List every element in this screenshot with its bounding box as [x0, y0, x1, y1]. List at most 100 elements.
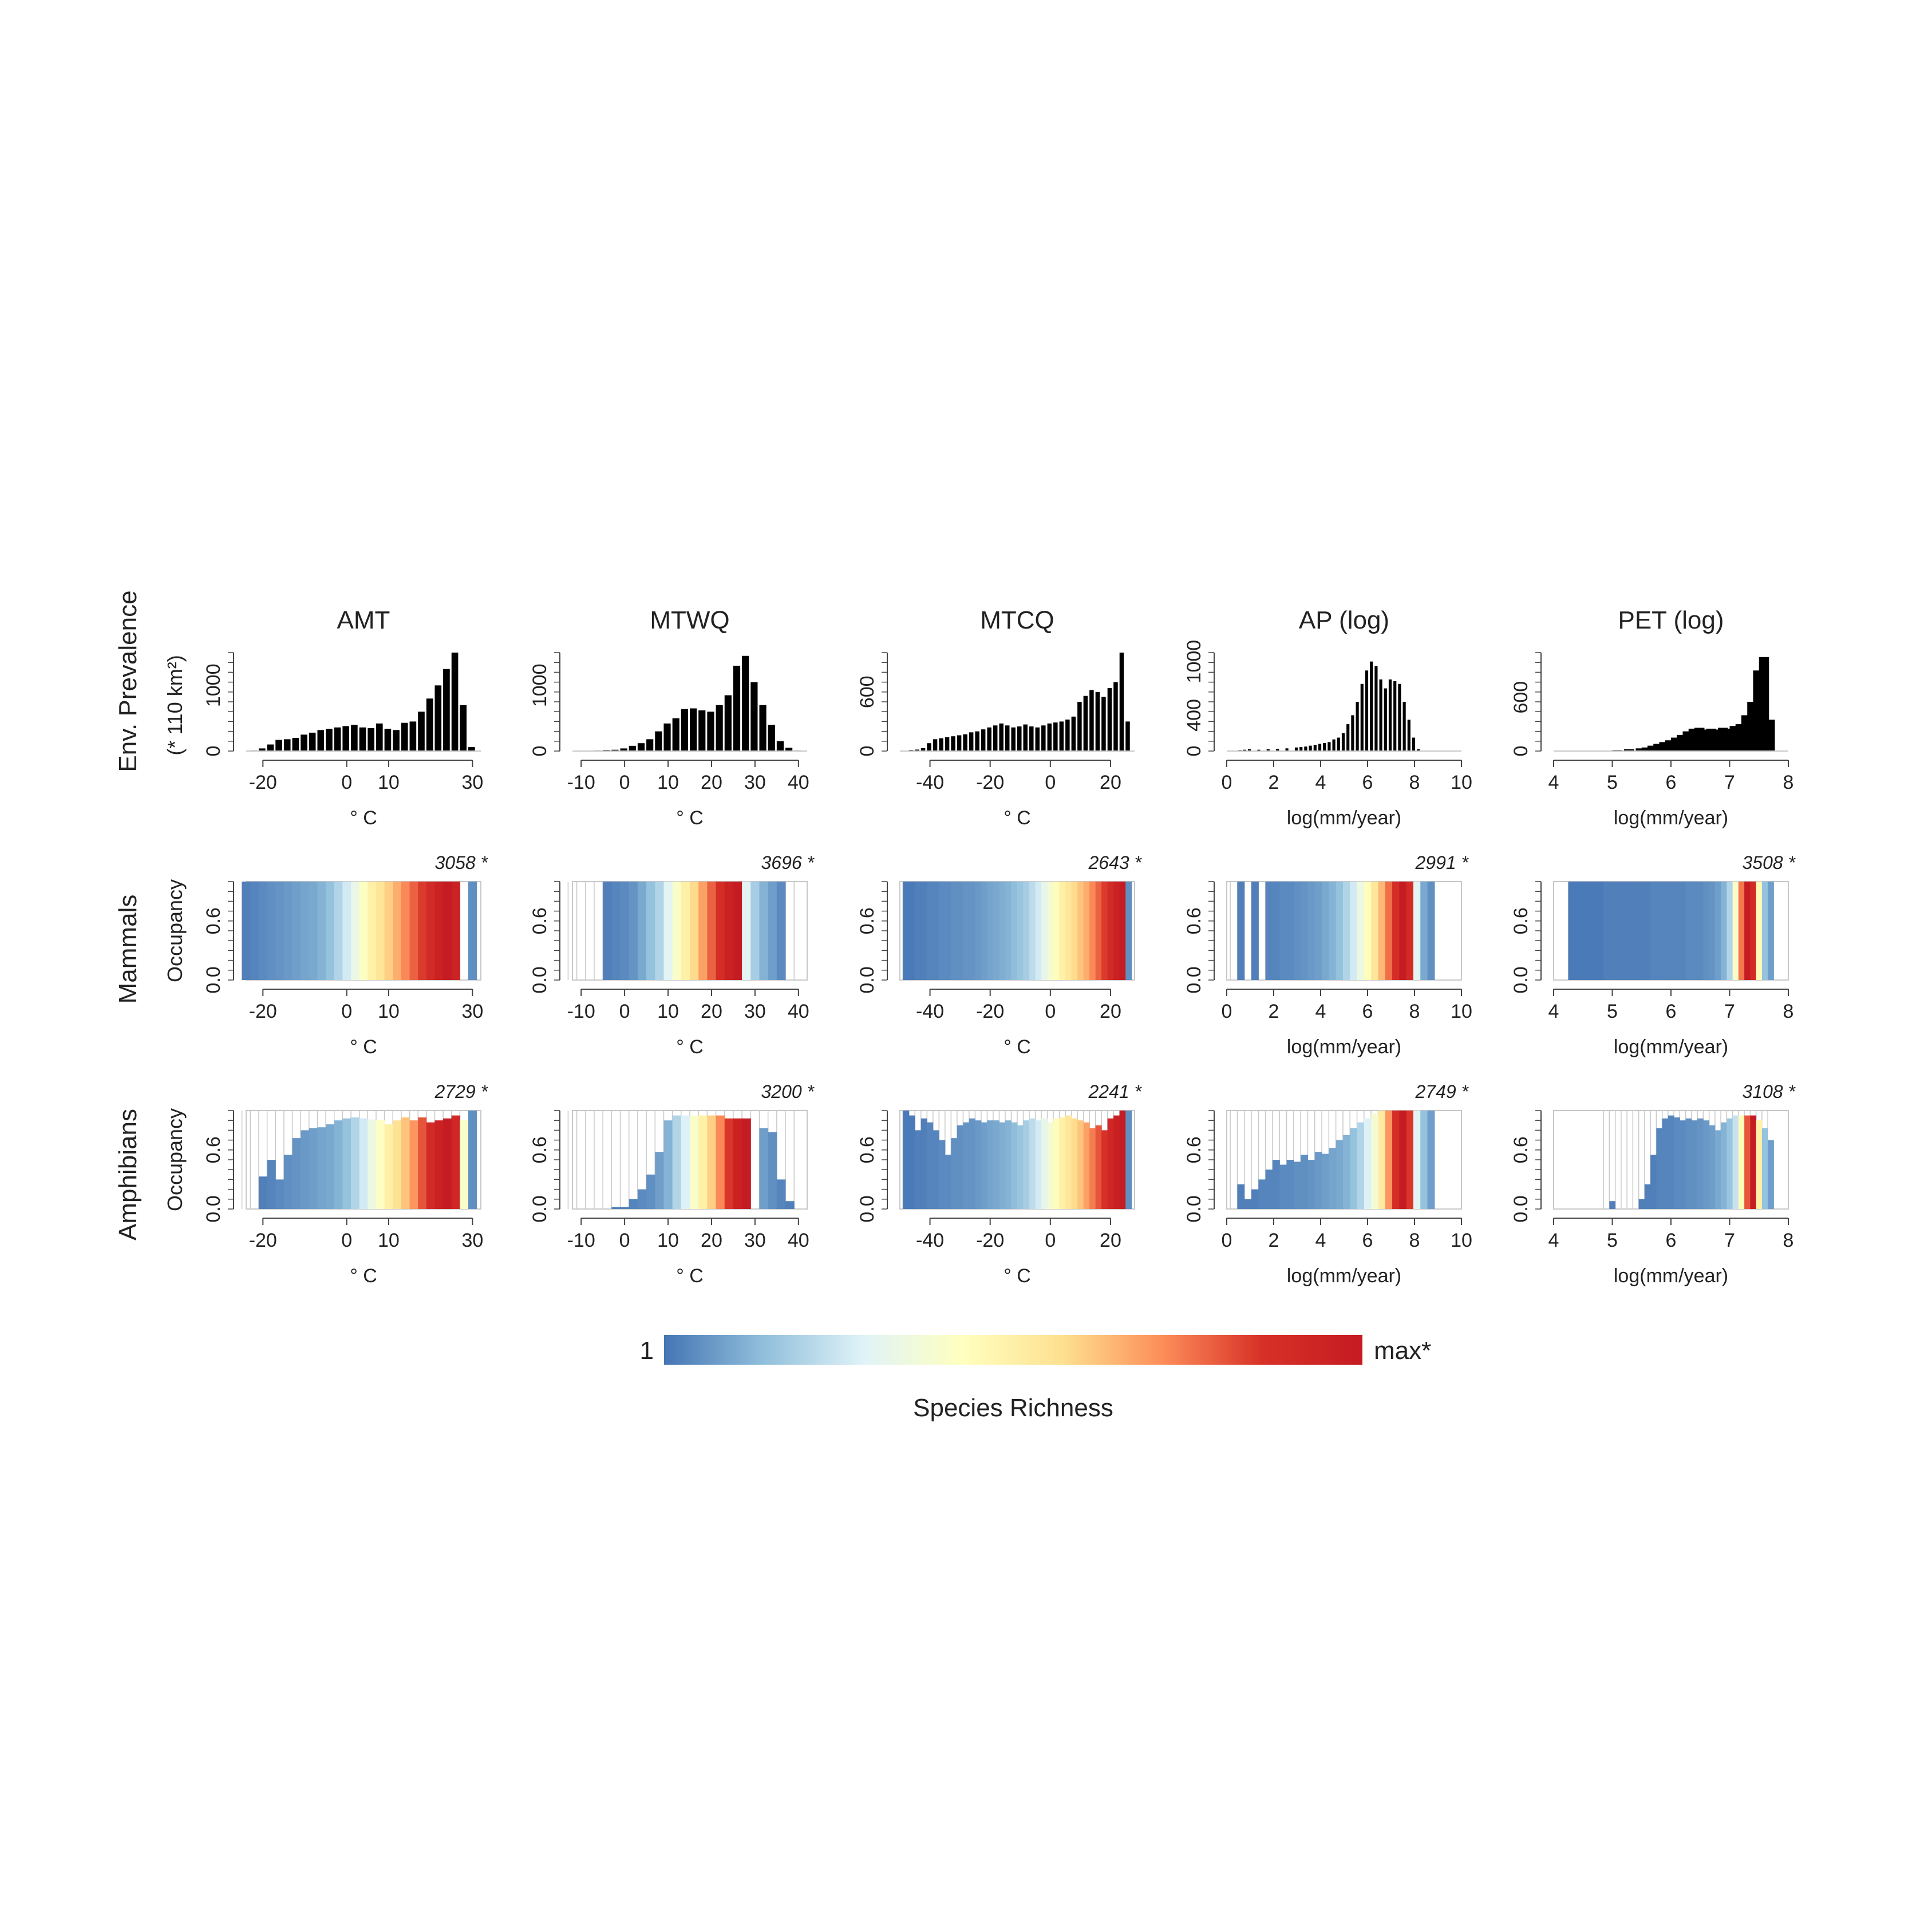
histogram-bar [1647, 745, 1658, 751]
histogram-bar [690, 708, 697, 751]
mammals-occupancy-bar [655, 882, 664, 980]
amphibians-occupancy-bar [1609, 1201, 1616, 1209]
mammals-occupancy-bar [434, 882, 444, 980]
mammals-max-richness-label: 3058 * [434, 852, 488, 873]
amphibians-occupancy-bar [376, 1120, 385, 1209]
histogram-bar [1337, 737, 1340, 751]
mammals-occupancy-bar [957, 882, 963, 980]
x-tick-label: 8 [1409, 1001, 1420, 1022]
histogram-bar [939, 738, 943, 751]
x-tick-label: 5 [1607, 1001, 1618, 1022]
histogram-bar [451, 653, 459, 751]
histogram-bar [1101, 697, 1106, 751]
amphibians-max-richness-label: 2749 * [1415, 1081, 1469, 1102]
mammals-occupancy-bar [1371, 882, 1378, 980]
mammals-occupancy-bar [1293, 882, 1301, 980]
x-tick-label: 10 [1451, 1230, 1472, 1251]
mammals-occupancy-bar [1627, 882, 1633, 980]
histogram-bar [1417, 749, 1420, 751]
mammals-occupancy-bar [1279, 882, 1287, 980]
x-tick-label: 6 [1666, 1001, 1677, 1022]
amphibians-occupancy-bar [401, 1117, 410, 1209]
amphibians-occupancy-bar [1413, 1111, 1421, 1209]
amphibians-occupancy-bar [951, 1138, 958, 1209]
x-tick-label: 10 [1451, 772, 1472, 793]
amphibians-max-richness-label: 3108 * [1742, 1081, 1796, 1102]
mammals-occupancy-bar [418, 882, 427, 980]
mammals-occupancy-bar [1314, 882, 1322, 980]
histogram-bar [646, 739, 654, 751]
histogram-bar [1356, 702, 1359, 751]
amphibians-occupancy-bar [957, 1125, 963, 1209]
amphibians-occupancy-bar [301, 1130, 310, 1209]
mammals-occupancy-bar [468, 882, 477, 980]
mammals-occupancy-bar [672, 882, 682, 980]
histogram-bar [1005, 725, 1010, 751]
amphibians-occupancy-bar [1680, 1120, 1686, 1209]
amphibians-occupancy-bar [663, 1120, 673, 1209]
amphibians-occupancy-bar [981, 1122, 987, 1209]
amphibians-occupancy-bar [1023, 1120, 1030, 1209]
mammals-occupancy-bar [326, 882, 335, 980]
amphibians-occupancy-bar [1029, 1118, 1036, 1209]
histogram-bar [351, 725, 358, 751]
mammals-occupancy-bar [690, 882, 699, 980]
mammals-occupancy-bar [1691, 882, 1698, 980]
histogram-bar [1304, 746, 1307, 751]
histogram-bar [1257, 749, 1261, 751]
amphibians-occupancy-bar [724, 1118, 734, 1209]
amphibians-occupancy-bar [1668, 1115, 1674, 1209]
amphibians-occupancy-bar [908, 1115, 915, 1209]
histogram-bar [1346, 724, 1350, 751]
amphibians-max-richness-label: 3200 * [761, 1081, 815, 1102]
x-tick-label: 8 [1783, 1230, 1794, 1251]
amphibians-occupancy-bar [451, 1115, 460, 1209]
histogram-bar [933, 739, 938, 751]
amphibians-occupancy-bar [1656, 1128, 1663, 1209]
amphibians-occupancy-bar [1350, 1128, 1358, 1209]
mammals-occupancy-bar [393, 882, 402, 980]
histogram-bar [1125, 721, 1130, 751]
mammals-occupancy-bar [611, 882, 621, 980]
amphibians-occupancy-bar [611, 1207, 621, 1209]
mammals-occupancy-bar [663, 882, 673, 980]
y-tick-label: 0.0 [1510, 1195, 1532, 1222]
mammals-occupancy-bar [1077, 882, 1084, 980]
x-tick-label: 0 [341, 772, 352, 793]
x-tick-label: 7 [1724, 772, 1735, 793]
mammals-occupancy-bar [963, 882, 970, 980]
histogram-bar [768, 725, 775, 751]
mammals-occupancy-bar [1603, 882, 1610, 980]
amphibians-occupancy-bar [393, 1120, 402, 1209]
histogram-bar [368, 728, 374, 751]
x-tick-label: 5 [1607, 1230, 1618, 1251]
mammals-occupancy-bar [1399, 882, 1407, 980]
row-titles: Env. Prevalence (* 110 km²) Mammals Amph… [114, 590, 187, 1240]
mammals-occupancy-bar [1357, 882, 1365, 980]
histogram-bar [275, 740, 282, 751]
y-tick-label: 600 [1510, 681, 1532, 714]
mammals-occupancy-bar [1597, 882, 1604, 980]
mammals-occupancy-bar [1768, 882, 1774, 980]
mammals-occupancy-bar [620, 882, 630, 980]
x-axis-label: ° C [1003, 1036, 1031, 1058]
mammals-occupancy-bar [267, 882, 276, 980]
amphibians-occupancy-bar [342, 1118, 351, 1209]
amphibians-occupancy-bar [945, 1155, 951, 1209]
mammals-occupancy-bar [1726, 882, 1733, 980]
histogram-bar [1089, 690, 1094, 751]
histogram-bar [975, 731, 979, 751]
histogram-bar [969, 732, 974, 751]
mammals-max-richness-label: 3508 * [1742, 852, 1796, 873]
histogram-bar [1071, 716, 1076, 751]
x-tick-label: 4 [1315, 772, 1326, 793]
mammals-occupancy-bar [1035, 882, 1042, 980]
amphibians-occupancy-bar [409, 1120, 418, 1209]
y-tick-label: 0.6 [203, 907, 224, 934]
panel-column-1: MTWQ 0 1000 -10 0 10 20 30 40 ° C 0.0 0.6 -10 0 10 20 30… [529, 606, 815, 1287]
histogram-bar [1276, 749, 1279, 751]
x-tick-label: -40 [916, 772, 944, 793]
histogram-bar [1641, 747, 1652, 751]
mammals-occupancy-bar [1336, 882, 1344, 980]
